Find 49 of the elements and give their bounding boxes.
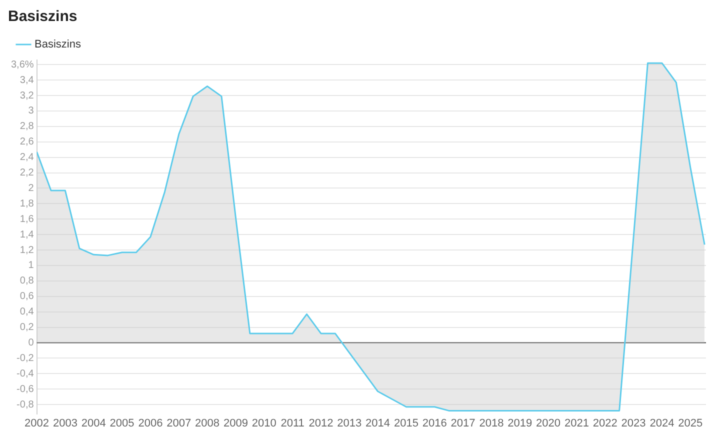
x-tick-label: 2024 bbox=[650, 417, 674, 430]
x-tick-label: 2019 bbox=[508, 417, 532, 430]
y-tick-label: 1,2 bbox=[20, 244, 34, 256]
x-tick-label: 2025 bbox=[678, 417, 703, 430]
y-tick-label: -0,2 bbox=[16, 352, 34, 364]
x-tick-label: 2018 bbox=[479, 417, 504, 430]
y-tick-label: 2,2 bbox=[20, 168, 34, 179]
x-tick-label: 2010 bbox=[252, 417, 276, 430]
x-tick-label: 2022 bbox=[592, 417, 618, 430]
x-tick-label: 2017 bbox=[450, 417, 476, 430]
x-tick-label: 2021 bbox=[564, 417, 589, 430]
y-tick-label: 3,6% bbox=[10, 59, 34, 70]
chart-title: Basiszins bbox=[8, 8, 78, 25]
y-tick-label: 0,8 bbox=[20, 276, 34, 287]
x-tick-label: 2014 bbox=[366, 417, 390, 430]
x-tick-label: 2005 bbox=[110, 417, 134, 430]
y-tick-label: 1 bbox=[28, 260, 34, 272]
x-tick-label: 2015 bbox=[394, 417, 418, 430]
x-tick-label: 2007 bbox=[166, 417, 192, 430]
x-tick-label: 2009 bbox=[223, 417, 248, 430]
x-tick-label: 2008 bbox=[195, 417, 220, 430]
y-tick-label: -0,8 bbox=[16, 399, 34, 410]
y-tick-label: 3,2 bbox=[20, 90, 34, 102]
y-tick-label: 3,4 bbox=[20, 74, 34, 86]
legend-label: Basiszins bbox=[34, 38, 82, 51]
y-tick-label: 2,4 bbox=[20, 152, 34, 164]
x-tick-label: 2016 bbox=[422, 417, 447, 430]
y-tick-label: 2,8 bbox=[20, 121, 34, 132]
x-tick-label: 2011 bbox=[280, 417, 304, 430]
x-tick-label: 2013 bbox=[337, 417, 362, 430]
y-tick-label: 0 bbox=[28, 337, 34, 348]
x-tick-label: 2003 bbox=[52, 417, 78, 430]
x-tick-label: 2004 bbox=[81, 417, 106, 430]
y-tick-label: 1,6 bbox=[20, 214, 34, 225]
y-tick-label: 0,4 bbox=[20, 306, 34, 318]
x-tick-label: 2006 bbox=[138, 417, 163, 430]
y-tick-label: 0,6 bbox=[20, 291, 34, 302]
x-tick-label: 2023 bbox=[621, 417, 646, 430]
y-tick-label: 0,2 bbox=[20, 322, 34, 334]
y-tick-label: 2,6 bbox=[20, 136, 34, 148]
y-tick-label: -0,6 bbox=[16, 384, 34, 395]
x-tick-label: 2012 bbox=[308, 417, 334, 430]
y-tick-label: 3 bbox=[28, 106, 34, 117]
y-tick-label: 1,8 bbox=[20, 198, 34, 210]
y-tick-label: 2 bbox=[28, 182, 34, 194]
y-tick-label: 1,4 bbox=[20, 229, 34, 240]
x-tick-label: 2020 bbox=[536, 417, 561, 430]
y-tick-label: -0,4 bbox=[16, 368, 34, 380]
x-tick-label: 2002 bbox=[24, 417, 50, 430]
